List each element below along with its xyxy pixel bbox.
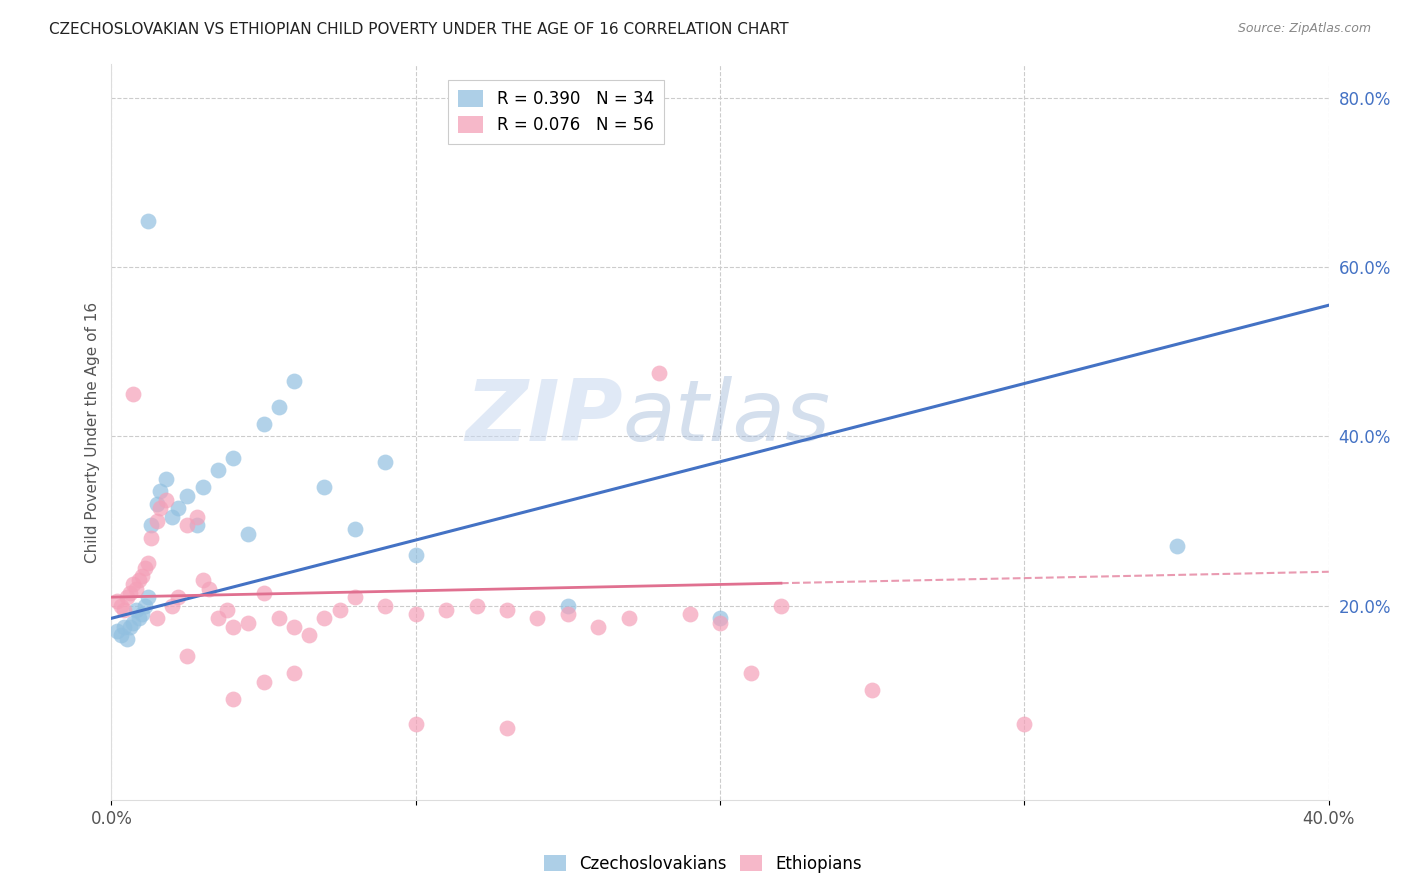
Point — [769, 599, 792, 613]
Point — [107, 594, 129, 608]
Point — [1166, 540, 1188, 554]
Point — [222, 620, 245, 634]
Point — [557, 607, 579, 621]
Point — [134, 599, 156, 613]
Point — [118, 586, 141, 600]
Point — [162, 509, 184, 524]
Point — [709, 611, 731, 625]
Point — [557, 599, 579, 613]
Point — [115, 590, 138, 604]
Point — [128, 611, 150, 625]
Point — [128, 573, 150, 587]
Point — [162, 599, 184, 613]
Point — [679, 607, 702, 621]
Point — [283, 375, 305, 389]
Point — [149, 501, 172, 516]
Point — [146, 497, 169, 511]
Point — [125, 582, 148, 596]
Point — [186, 518, 208, 533]
Point — [139, 518, 162, 533]
Point — [329, 603, 352, 617]
Point — [648, 366, 671, 380]
Point — [405, 717, 427, 731]
Point — [374, 599, 396, 613]
Point — [283, 620, 305, 634]
Point — [314, 480, 336, 494]
Point — [155, 472, 177, 486]
Point — [588, 620, 610, 634]
Point — [118, 620, 141, 634]
Point — [526, 611, 548, 625]
Point — [283, 666, 305, 681]
Point — [121, 577, 143, 591]
Point — [252, 417, 274, 431]
Point — [405, 548, 427, 562]
Point — [112, 620, 135, 634]
Point — [110, 599, 132, 613]
Point — [107, 624, 129, 638]
Point — [267, 400, 290, 414]
Point — [252, 674, 274, 689]
Text: atlas: atlas — [623, 376, 831, 458]
Point — [191, 573, 214, 587]
Point — [222, 450, 245, 465]
Point — [136, 590, 159, 604]
Point — [207, 611, 229, 625]
Point — [112, 603, 135, 617]
Legend: Czechoslovakians, Ethiopians: Czechoslovakians, Ethiopians — [537, 848, 869, 880]
Point — [267, 611, 290, 625]
Point — [374, 455, 396, 469]
Text: Source: ZipAtlas.com: Source: ZipAtlas.com — [1237, 22, 1371, 36]
Point — [238, 615, 260, 630]
Point — [136, 556, 159, 570]
Point — [146, 611, 169, 625]
Point — [167, 590, 190, 604]
Point — [1014, 717, 1036, 731]
Point — [215, 603, 238, 617]
Point — [405, 607, 427, 621]
Point — [146, 514, 169, 528]
Point — [167, 501, 190, 516]
Point — [252, 586, 274, 600]
Point — [149, 484, 172, 499]
Point — [134, 560, 156, 574]
Point — [155, 492, 177, 507]
Point — [176, 518, 198, 533]
Point — [139, 531, 162, 545]
Point — [343, 523, 366, 537]
Text: ZIP: ZIP — [465, 376, 623, 458]
Point — [121, 615, 143, 630]
Point — [298, 628, 321, 642]
Point — [110, 628, 132, 642]
Point — [186, 509, 208, 524]
Point — [860, 683, 883, 698]
Point — [131, 569, 153, 583]
Point — [198, 582, 221, 596]
Point — [176, 489, 198, 503]
Text: CZECHOSLOVAKIAN VS ETHIOPIAN CHILD POVERTY UNDER THE AGE OF 16 CORRELATION CHART: CZECHOSLOVAKIAN VS ETHIOPIAN CHILD POVER… — [49, 22, 789, 37]
Point — [136, 213, 159, 227]
Point — [191, 480, 214, 494]
Point — [465, 599, 488, 613]
Point — [496, 721, 519, 735]
Point — [343, 590, 366, 604]
Point — [617, 611, 640, 625]
Point — [314, 611, 336, 625]
Point — [125, 603, 148, 617]
Point — [176, 649, 198, 664]
Point — [434, 603, 457, 617]
Point — [121, 387, 143, 401]
Point — [131, 607, 153, 621]
Point — [496, 603, 519, 617]
Point — [238, 526, 260, 541]
Point — [207, 463, 229, 477]
Point — [709, 615, 731, 630]
Legend: R = 0.390   N = 34, R = 0.076   N = 56: R = 0.390 N = 34, R = 0.076 N = 56 — [449, 79, 664, 145]
Point — [222, 691, 245, 706]
Point — [740, 666, 762, 681]
Y-axis label: Child Poverty Under the Age of 16: Child Poverty Under the Age of 16 — [86, 301, 100, 563]
Point — [115, 632, 138, 647]
